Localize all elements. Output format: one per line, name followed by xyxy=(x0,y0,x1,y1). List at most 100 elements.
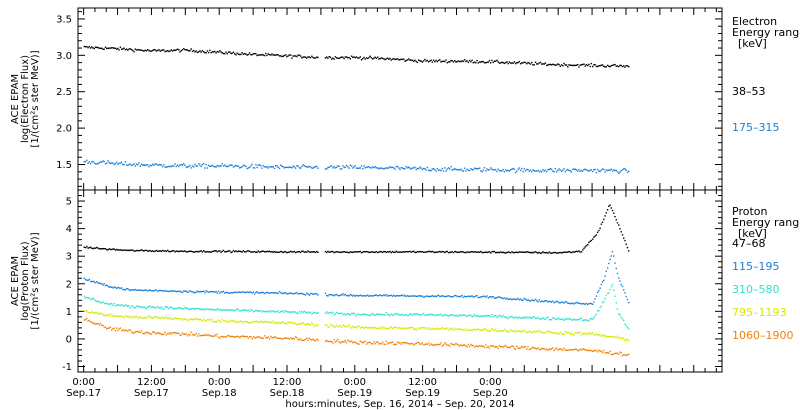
data-point xyxy=(569,64,571,66)
data-point xyxy=(130,315,133,318)
data-point xyxy=(513,317,516,319)
data-point xyxy=(290,166,292,169)
data-point xyxy=(122,316,124,318)
electron-series-38–53 xyxy=(83,45,630,68)
data-point xyxy=(425,328,427,330)
data-point xyxy=(418,341,420,344)
data-point xyxy=(595,333,598,335)
data-point xyxy=(386,167,389,169)
data-point xyxy=(553,171,555,173)
data-point xyxy=(307,339,309,341)
data-point xyxy=(273,311,276,313)
data-point xyxy=(605,169,607,171)
data-point xyxy=(495,314,497,317)
data-point xyxy=(372,343,374,345)
data-point xyxy=(244,251,246,253)
data-point xyxy=(327,295,329,297)
data-point xyxy=(200,334,202,337)
data-point xyxy=(148,166,150,168)
data-point xyxy=(137,317,139,319)
data-point xyxy=(215,290,217,293)
data-point xyxy=(516,316,518,318)
data-point xyxy=(226,291,228,293)
data-point xyxy=(116,161,118,163)
data-point xyxy=(271,310,273,312)
data-point xyxy=(157,332,159,334)
data-point xyxy=(476,315,478,317)
data-point xyxy=(107,314,109,316)
data-point xyxy=(352,325,354,328)
data-point xyxy=(568,332,570,334)
data-point xyxy=(357,251,359,253)
data-point xyxy=(317,56,319,59)
data-point xyxy=(418,168,420,170)
data-point xyxy=(298,54,301,56)
data-point xyxy=(610,207,612,209)
data-point xyxy=(135,163,138,165)
data-point xyxy=(468,314,471,316)
data-point xyxy=(483,315,486,317)
data-point xyxy=(439,344,441,346)
data-point xyxy=(201,320,204,322)
data-point xyxy=(132,317,134,319)
data-point xyxy=(514,62,517,65)
data-point xyxy=(422,327,425,329)
data-point xyxy=(526,348,528,350)
data-point xyxy=(128,316,130,318)
data-point xyxy=(548,300,550,302)
data-point xyxy=(101,312,103,315)
data-point xyxy=(316,293,318,295)
data-point xyxy=(166,166,169,168)
data-point xyxy=(99,322,102,325)
data-point xyxy=(225,251,227,253)
data-point xyxy=(384,251,386,253)
data-point xyxy=(422,167,425,170)
data-point xyxy=(306,166,308,168)
data-point xyxy=(447,61,450,63)
data-point xyxy=(420,60,422,62)
data-point xyxy=(578,250,580,252)
data-point xyxy=(491,59,493,62)
data-point xyxy=(154,332,156,334)
data-point xyxy=(106,314,108,316)
data-point xyxy=(342,341,344,343)
data-point xyxy=(444,295,446,298)
data-point xyxy=(601,351,604,354)
data-point xyxy=(626,326,629,329)
data-point xyxy=(179,51,181,53)
data-point xyxy=(333,295,335,297)
data-point xyxy=(99,161,102,163)
data-point xyxy=(615,169,617,172)
data-point xyxy=(170,290,172,292)
data-point xyxy=(89,321,92,323)
data-point xyxy=(587,333,589,335)
data-point xyxy=(559,65,561,67)
data-point xyxy=(482,60,484,63)
data-point xyxy=(379,57,381,60)
data-point xyxy=(562,251,564,254)
data-point xyxy=(88,312,90,314)
data-point xyxy=(386,251,389,253)
data-point xyxy=(626,65,629,67)
data-point xyxy=(512,330,514,332)
data-point xyxy=(619,314,621,316)
data-point xyxy=(311,251,313,253)
data-point xyxy=(220,335,222,338)
data-point xyxy=(359,313,361,316)
data-point xyxy=(207,51,210,54)
data-point xyxy=(251,251,253,253)
data-point xyxy=(250,251,252,253)
data-point xyxy=(628,353,630,356)
data-point xyxy=(621,169,624,171)
data-point xyxy=(487,251,489,253)
data-point xyxy=(222,309,225,311)
data-point xyxy=(543,318,545,320)
data-point xyxy=(89,312,92,314)
data-point xyxy=(496,346,498,348)
data-point xyxy=(437,328,440,330)
data-point xyxy=(411,250,414,253)
proton-series-47–68 xyxy=(83,204,630,254)
data-point xyxy=(359,327,361,329)
data-point xyxy=(161,165,164,168)
data-point xyxy=(562,65,564,67)
